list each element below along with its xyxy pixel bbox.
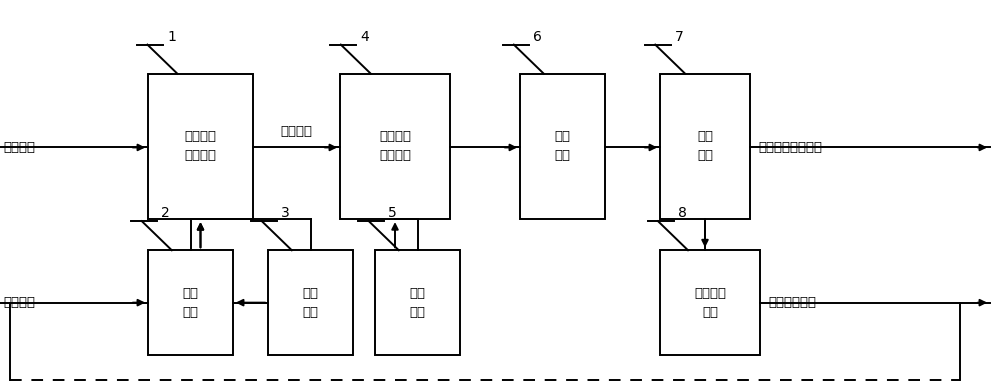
Text: 电流遥测
电路: 电流遥测 电路 (694, 287, 726, 319)
Text: 控制
电路: 控制 电路 (182, 287, 198, 319)
Text: 3: 3 (281, 206, 290, 220)
Text: 整流
电路: 整流 电路 (554, 130, 570, 163)
Bar (148, 250, 233, 355)
Text: 1: 1 (167, 30, 176, 44)
Text: 2: 2 (161, 206, 170, 220)
Text: 驱动
电路: 驱动 电路 (410, 287, 426, 319)
Text: 隔离功率
变换电路: 隔离功率 变换电路 (379, 130, 411, 163)
Text: 灯丝受控电压输出: 灯丝受控电压输出 (758, 141, 822, 154)
Text: 7: 7 (675, 30, 684, 44)
Text: 输入电压: 输入电压 (3, 141, 35, 154)
Bar (148, 74, 253, 219)
Text: 8: 8 (678, 206, 686, 220)
Text: 可调电压: 可调电压 (280, 125, 312, 138)
Text: 反馈
电路: 反馈 电路 (302, 287, 318, 319)
Text: 控制信号: 控制信号 (3, 296, 35, 309)
Bar (340, 74, 450, 219)
Bar (268, 250, 353, 355)
Text: 6: 6 (533, 30, 542, 44)
Text: 电流遥测信号: 电流遥测信号 (768, 296, 816, 309)
Bar (660, 250, 760, 355)
Text: 4: 4 (360, 30, 369, 44)
Bar (660, 74, 750, 219)
Bar (520, 74, 605, 219)
Text: 5: 5 (388, 206, 397, 220)
Text: 滤波
电路: 滤波 电路 (697, 130, 713, 163)
Text: 受控线性
调整电路: 受控线性 调整电路 (184, 130, 216, 163)
Bar (375, 250, 460, 355)
